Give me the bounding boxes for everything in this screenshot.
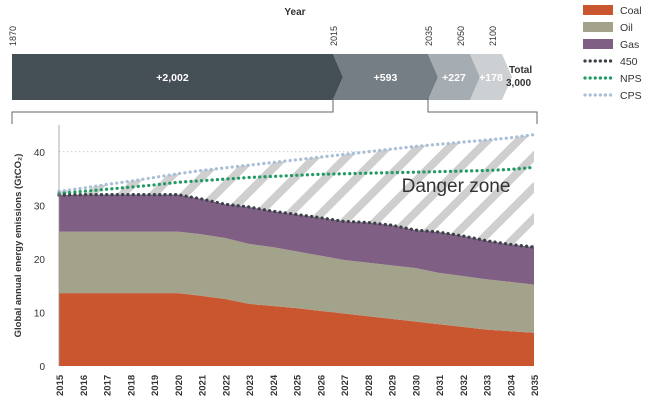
x-tick-label: 2034: [506, 374, 517, 396]
year-axis-title: Year: [284, 7, 305, 18]
total-label: Total: [509, 65, 532, 76]
legend-label: Gas: [620, 39, 639, 51]
budget-segment: [470, 54, 512, 100]
danger-zone-hatch: [59, 134, 534, 248]
x-tick-label: 2019: [150, 375, 161, 396]
line-cps: [57, 133, 536, 194]
total-value: 3,000: [506, 78, 531, 89]
budget-segment-label: +178: [479, 72, 503, 84]
x-tick-label: 2027: [340, 375, 351, 396]
y-tick-label: 10: [34, 308, 46, 319]
year-marker-label: 2100: [488, 26, 498, 46]
x-tick-label: 2025: [293, 374, 304, 396]
budget-segment: [333, 54, 438, 100]
bracket-line: [11, 98, 334, 124]
year-marker-label: 2035: [424, 26, 434, 46]
x-tick-label: 2018: [126, 375, 137, 396]
legend-label: CPS: [620, 90, 642, 102]
budget-segment-label: +2,002: [156, 72, 189, 84]
x-tick-label: 2017: [103, 375, 114, 396]
x-tick-label: 2020: [174, 375, 185, 396]
area-coal: [59, 293, 534, 366]
year-marker-label: 1870: [8, 26, 18, 46]
area-oil: [59, 231, 534, 333]
x-tick-label: 2015: [55, 374, 66, 396]
x-tick-label: 2032: [459, 375, 470, 396]
legend-swatch-gas: [583, 39, 613, 49]
y-tick-label: 40: [34, 148, 46, 159]
x-tick-label: 2028: [364, 375, 375, 396]
x-tick-label: 2016: [79, 375, 90, 396]
budget-segment: [428, 54, 480, 100]
x-tick-label: 2030: [411, 375, 422, 396]
line-450: [57, 193, 536, 249]
line-nps: [57, 165, 536, 196]
y-tick-label: 0: [39, 362, 45, 373]
y-tick-label: 30: [34, 201, 46, 212]
x-tick-label: 2029: [388, 375, 399, 396]
x-tick-label: 2031: [435, 374, 446, 396]
legend-label: NPS: [620, 73, 642, 85]
legend-swatch-coal: [583, 5, 613, 15]
budget-segment-label: +593: [374, 72, 398, 84]
budget-segment: [12, 54, 343, 100]
x-tick-label: 2035: [530, 374, 541, 396]
x-tick-label: 2022: [221, 375, 232, 396]
x-tick-label: 2024: [269, 374, 280, 396]
legend-label: Oil: [620, 22, 633, 34]
area-gas: [59, 194, 534, 285]
budget-segment-label: +227: [442, 72, 466, 84]
y-tick-label: 20: [34, 255, 46, 266]
bracket-line: [427, 98, 538, 124]
x-tick-label: 2021: [198, 374, 209, 396]
danger-zone-label: Danger zone: [402, 176, 511, 197]
x-tick-label: 2023: [245, 375, 256, 396]
x-tick-label: 2033: [483, 375, 494, 396]
x-tick-label: 2026: [316, 375, 327, 396]
legend-label: 450: [620, 56, 638, 68]
legend-swatch-oil: [583, 22, 613, 32]
year-marker-label: 2015: [329, 26, 339, 46]
y-axis-title: Global annual energy emissions (GtCO₂): [13, 154, 24, 338]
legend-label: Coal: [620, 5, 642, 17]
year-marker-label: 2050: [456, 26, 466, 46]
